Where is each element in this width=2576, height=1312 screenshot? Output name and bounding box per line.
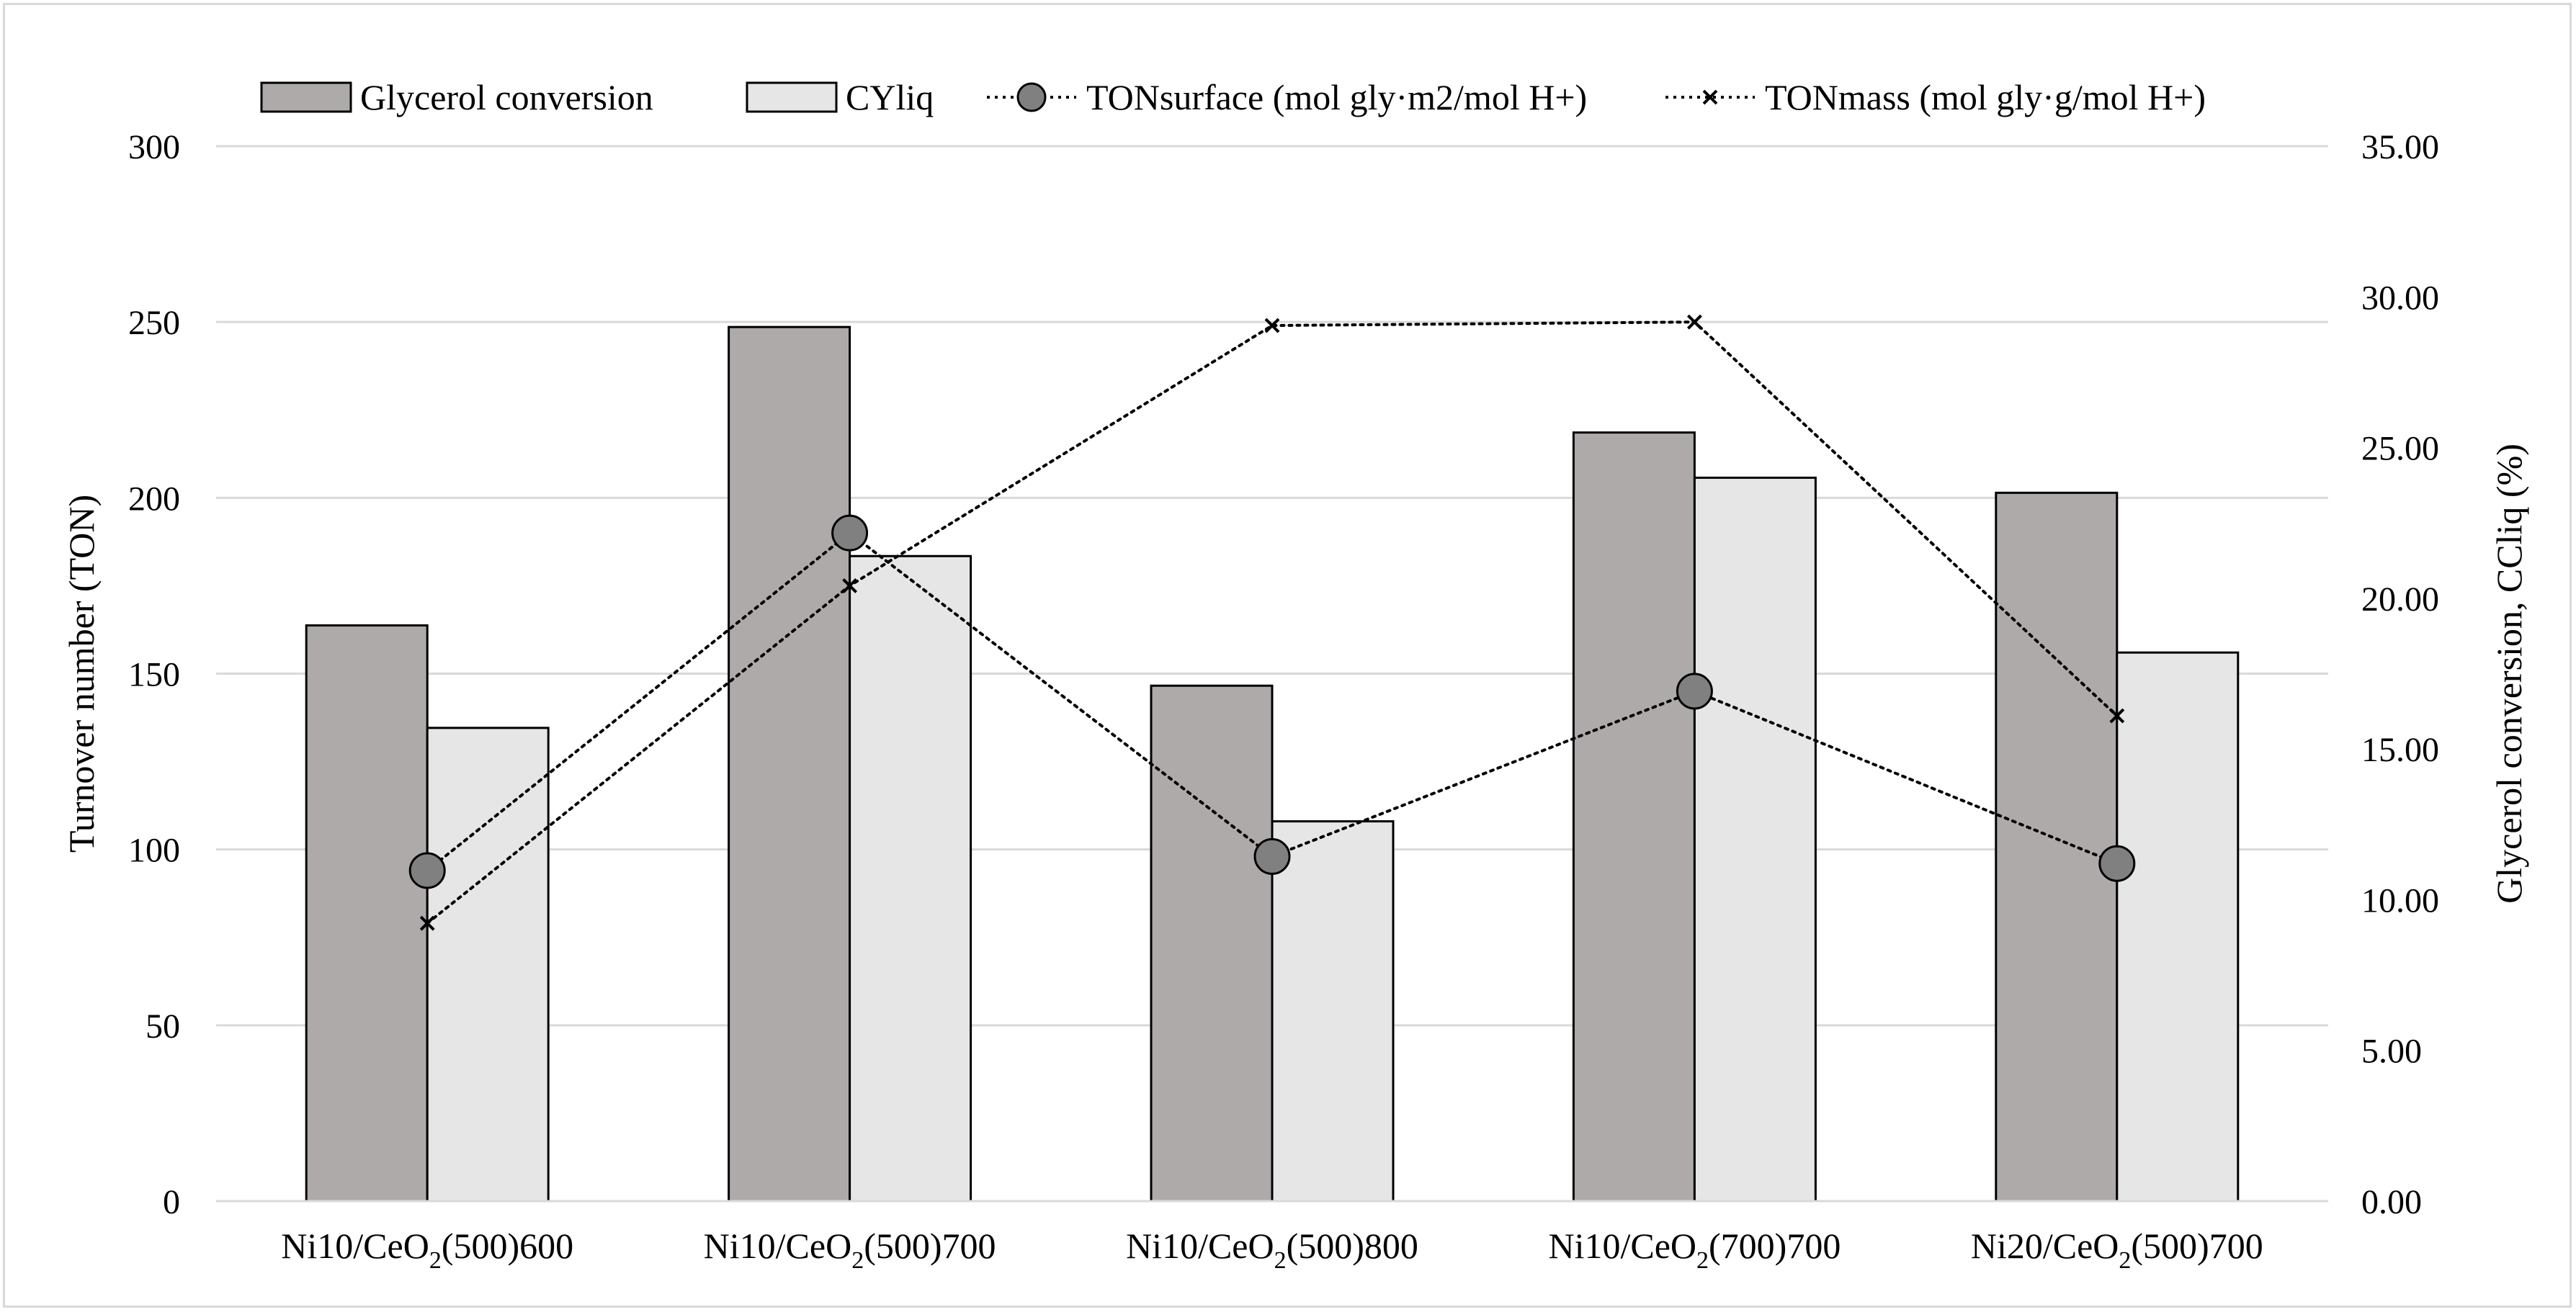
point-tonsurface [831, 514, 869, 552]
left-axis-title: Turnover number (TON) [61, 495, 102, 853]
point-tonsurface [408, 852, 446, 889]
legend-swatch-cyliq [746, 81, 838, 113]
right-tick-label: 0.00 [2361, 1183, 2422, 1221]
point-tonmass [2109, 708, 2125, 724]
bars [305, 325, 2240, 1203]
category-label: Ni10/CeO2(500)800 [1126, 1226, 1418, 1274]
bar-glycerol-conversion [305, 624, 429, 1203]
right-axis-title: Glycerol conversion, CCliq (%) [2489, 444, 2529, 904]
bar-cyliq [1271, 820, 1395, 1203]
left-axis: 0 50 100 150 200 250 300 [128, 128, 180, 1221]
right-tick-label: 30.00 [2361, 279, 2439, 317]
left-tick-label: 100 [128, 832, 180, 870]
category-label: Ni10/CeO2(500)600 [281, 1226, 573, 1274]
bar-cyliq [426, 727, 550, 1203]
bar-cyliq [1693, 476, 1817, 1203]
bar-glycerol-conversion [1572, 431, 1696, 1203]
point-tonsurface [2098, 845, 2136, 882]
legend-label-tonsurface: TONsurface (mol gly·m2/mol H+) [1086, 77, 1587, 117]
bar-glycerol-conversion [728, 325, 851, 1203]
legend: Glycerol conversion CYliq TONsurface (mo… [260, 77, 2206, 117]
right-tick-label: 5.00 [2361, 1033, 2422, 1071]
point-tonsurface [1676, 673, 1713, 710]
left-tick-label: 200 [128, 480, 180, 518]
point-tonmass [1264, 318, 1280, 333]
point-tonmass [842, 578, 858, 593]
category-label: Ni10/CeO2(500)700 [704, 1226, 996, 1274]
legend-swatch-glycerol-conversion [260, 81, 352, 113]
right-tick-label: 25.00 [2361, 430, 2439, 468]
category-label: Ni20/CeO2(500)700 [1971, 1226, 2263, 1274]
bar-cyliq [2116, 651, 2240, 1203]
point-tonsurface [1253, 837, 1291, 875]
left-tick-label: 0 [163, 1183, 180, 1221]
bar-glycerol-conversion [1995, 491, 2119, 1203]
right-tick-label: 35.00 [2361, 128, 2439, 166]
x-axis: Ni10/CeO2(500)600 Ni10/CeO2(500)700 Ni10/C… [281, 1226, 2263, 1274]
right-tick-label: 20.00 [2361, 580, 2439, 619]
line-series [408, 314, 2136, 931]
legend-marker-tonmass [1702, 89, 1718, 105]
legend-label-tonmass: TONmass (mol gly·g/mol H+) [1765, 77, 2206, 117]
legend-label-glycerol-conversion: Glycerol conversion [360, 77, 653, 117]
point-tonmass [1686, 314, 1702, 330]
point-tonmass [419, 915, 435, 931]
gridlines [216, 145, 2328, 1027]
bar-glycerol-conversion [1150, 684, 1274, 1203]
left-tick-label: 150 [128, 656, 180, 694]
legend-marker-tonsurface [1016, 82, 1047, 112]
left-tick-label: 300 [128, 128, 180, 166]
category-label: Ni10/CeO2(700)700 [1548, 1226, 1841, 1274]
right-tick-label: 10.00 [2361, 881, 2439, 920]
left-tick-label: 250 [128, 304, 180, 342]
right-axis: 0.00 5.00 10.00 15.00 20.00 25.00 30.00 35.00 [2361, 128, 2439, 1221]
left-tick-label: 50 [146, 1007, 180, 1046]
bar-cyliq [849, 554, 972, 1203]
legend-label-cyliq: CYliq [846, 77, 934, 117]
right-tick-label: 15.00 [2361, 731, 2439, 769]
